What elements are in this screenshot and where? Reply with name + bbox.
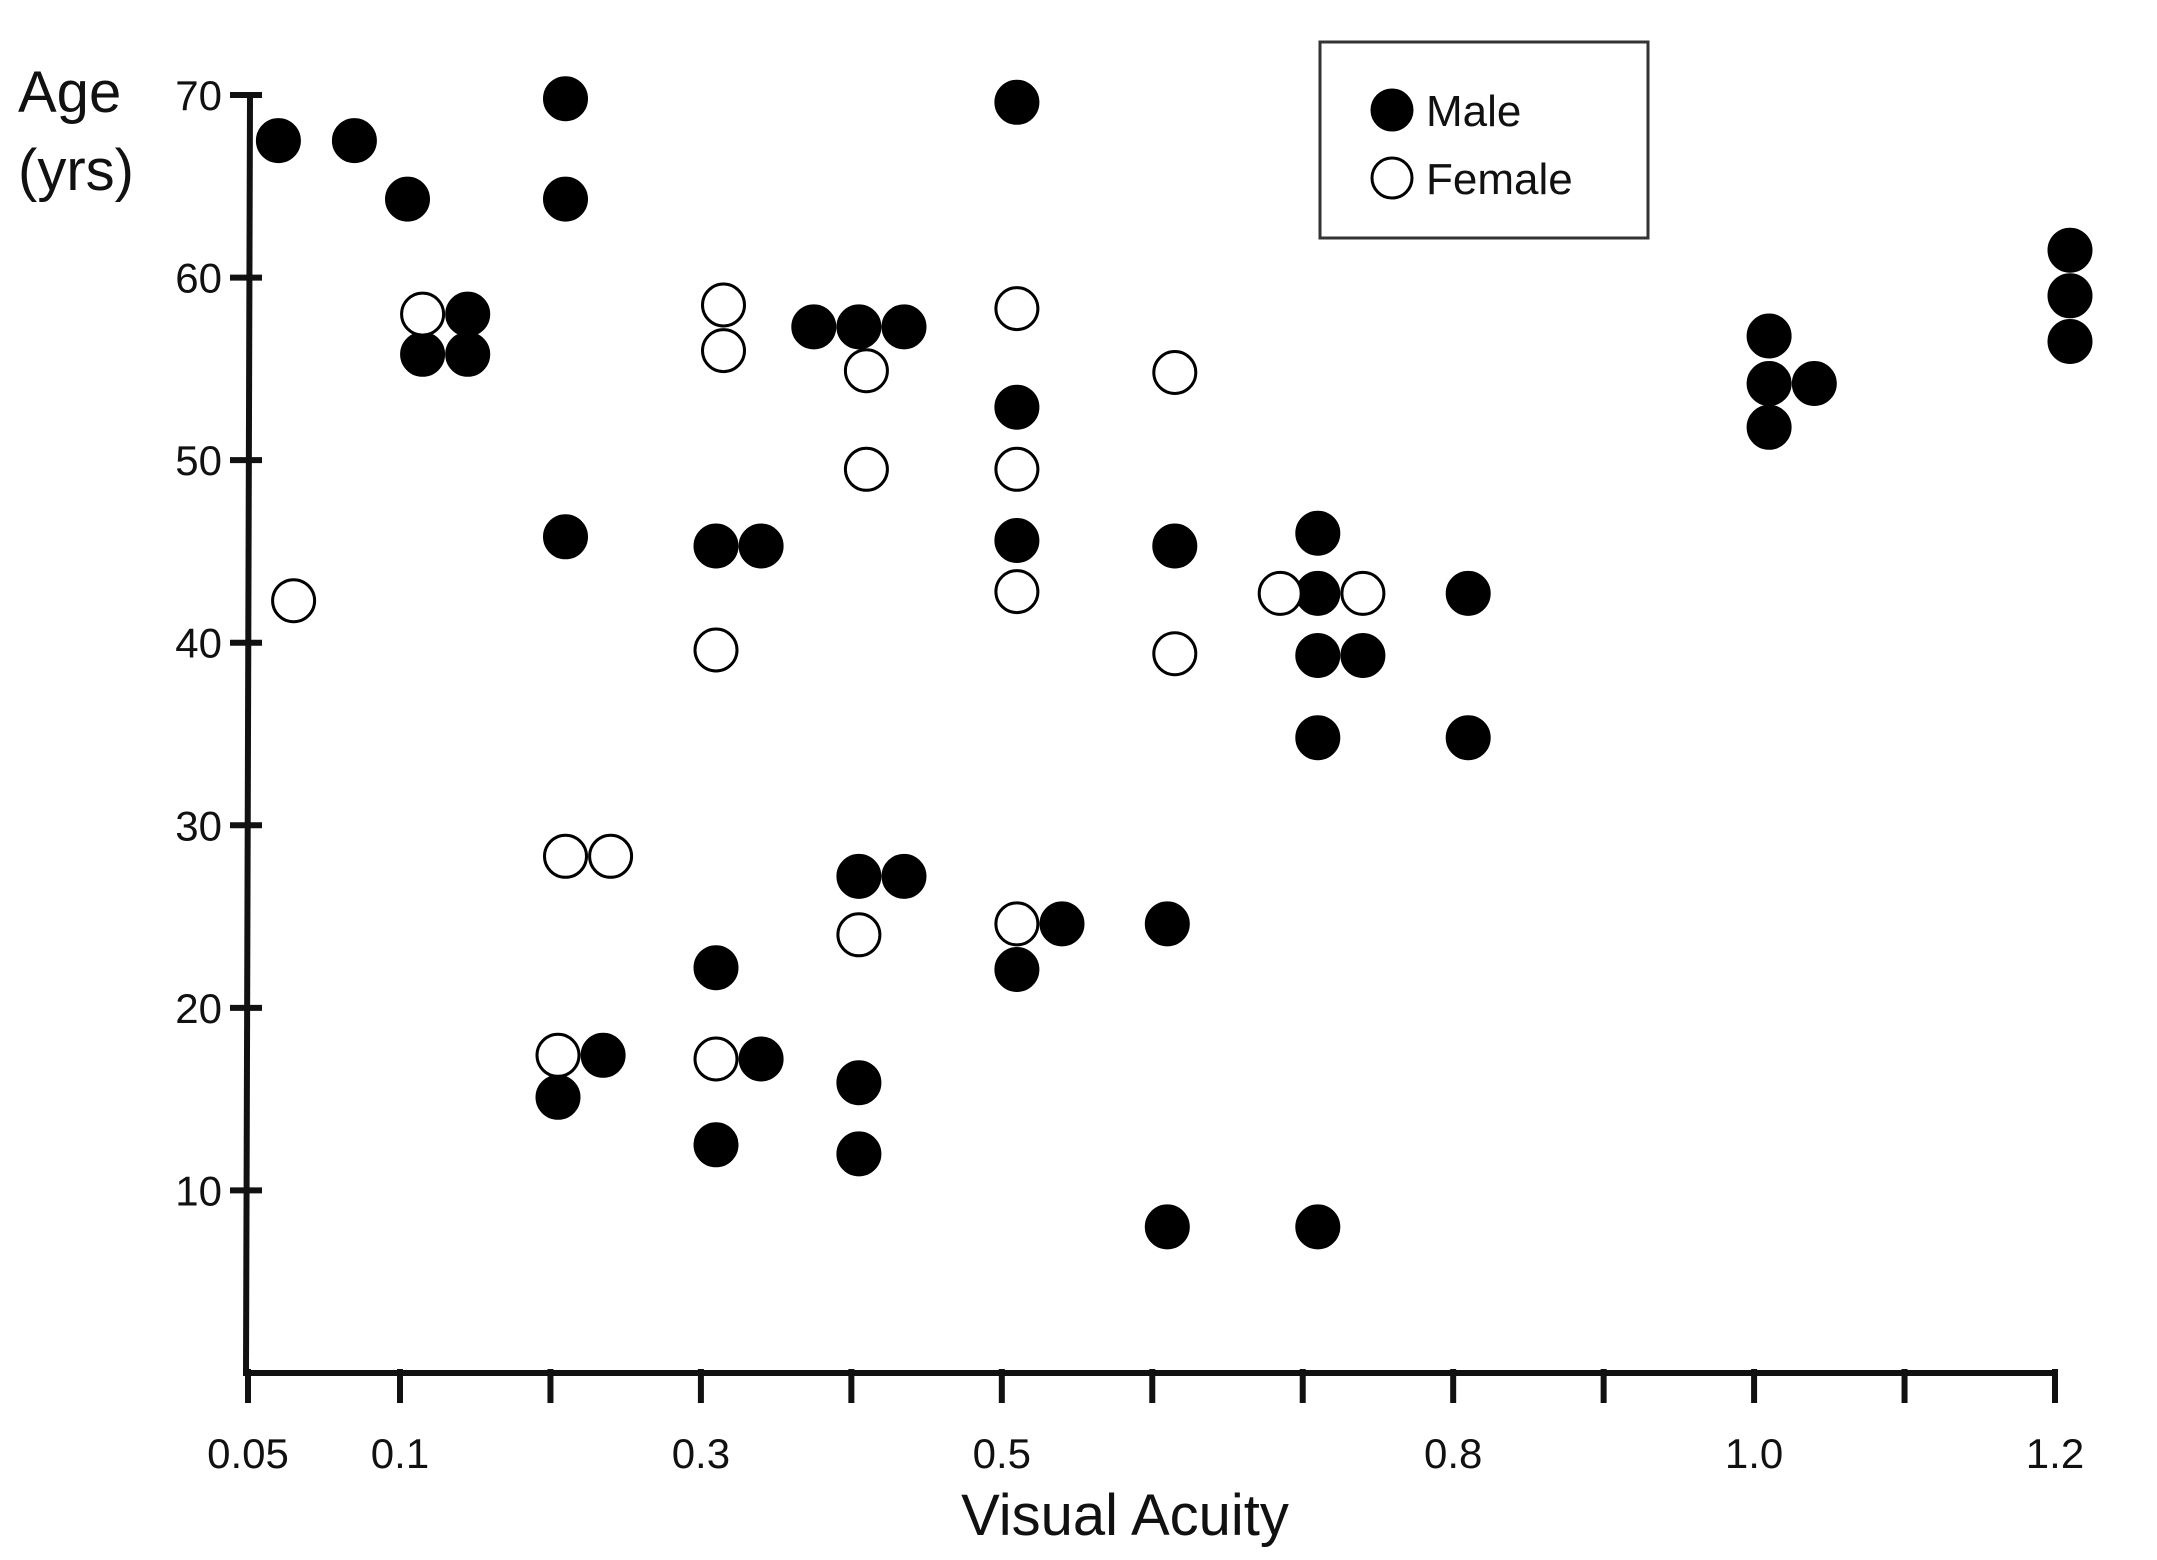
male-point (535, 1074, 581, 1120)
female-point (843, 446, 889, 492)
axes (242, 91, 2058, 1377)
x-tick-label: 0.1 (371, 1430, 429, 1477)
male-point (791, 304, 837, 350)
legend-female-marker (1370, 156, 1414, 200)
male-point (445, 291, 491, 337)
male-point (994, 947, 1040, 992)
y-axis-title-line2: (yrs) (18, 138, 134, 203)
female-point (543, 833, 588, 879)
x-tick-label: 0.05 (207, 1430, 289, 1477)
male-point (836, 1131, 882, 1177)
male-point (1445, 570, 1491, 616)
female-point (994, 901, 1040, 947)
x-tick-label: 0.8 (1424, 1430, 1482, 1477)
female-point (994, 286, 1040, 332)
male-point (400, 331, 446, 377)
male-point (2047, 319, 2093, 364)
legend: Male Female (1318, 40, 1650, 240)
y-tick-label: 70 (175, 72, 222, 119)
legend-male-marker (1370, 88, 1414, 132)
male-point (1039, 901, 1085, 947)
x-tick-label: 1.0 (1725, 1430, 1783, 1477)
male-point (1152, 523, 1198, 569)
male-point (693, 523, 739, 569)
legend-female-label: Female (1426, 155, 1573, 204)
y-tick-label: 40 (175, 620, 222, 667)
male-point (693, 945, 739, 991)
male-point (543, 514, 588, 560)
male-point (994, 79, 1040, 125)
male-point (1295, 715, 1341, 761)
y-axis-title-line1: Age (18, 60, 121, 125)
female-point (1152, 350, 1198, 395)
male-point (1746, 313, 1792, 359)
male-point (1295, 1204, 1341, 1250)
male-point (738, 1036, 784, 1082)
female-point (994, 446, 1040, 492)
male-point (836, 853, 882, 899)
x-axis-title: Visual Acuity (961, 1483, 1289, 1548)
female-point (535, 1032, 581, 1078)
male-point (1791, 361, 1837, 406)
male-point (738, 523, 784, 569)
male-point (881, 304, 927, 350)
male-point (1746, 361, 1792, 406)
legend-box (1318, 40, 1650, 240)
female-point (400, 291, 446, 337)
male-point (881, 853, 927, 899)
y-tick-label: 60 (175, 255, 222, 302)
male-point (836, 1060, 882, 1106)
male-point (1295, 570, 1341, 616)
male-point (1445, 715, 1491, 761)
x-tick-label: 1.2 (2026, 1430, 2084, 1477)
male-point (2047, 273, 2093, 319)
female-point (836, 912, 882, 958)
male-point (580, 1032, 626, 1078)
female-point (701, 282, 746, 328)
legend-male-label: Male (1426, 87, 1521, 136)
female-point (693, 1036, 739, 1082)
male-point (994, 518, 1040, 563)
male-point (445, 331, 491, 377)
male-point (994, 384, 1040, 430)
male-point (2047, 227, 2093, 273)
y-axis-line (242, 91, 254, 1377)
male-point (693, 1122, 739, 1168)
female-point (1257, 570, 1303, 616)
y-tick-label: 10 (175, 1167, 222, 1214)
female-point (1340, 570, 1386, 616)
x-tick-label: 0.5 (973, 1430, 1031, 1477)
male-point (255, 118, 301, 164)
y-tick-label: 20 (175, 985, 222, 1032)
female-point (843, 348, 889, 394)
female-point (588, 833, 634, 879)
male-point (1340, 633, 1386, 678)
male-point (385, 176, 430, 222)
female-point (1152, 631, 1198, 677)
x-axis-ticks: 0.05 0.1 0.3 0.5 0.8 1.0 1.2 (207, 1369, 2084, 1477)
y-axis-ticks: 10 20 30 40 50 60 70 (175, 72, 262, 1214)
male-point (1746, 404, 1792, 450)
male-point (543, 176, 588, 222)
female-point (271, 578, 317, 624)
y-tick-label: 50 (175, 437, 222, 484)
data-points (255, 76, 2093, 1250)
male-point (1144, 901, 1190, 947)
female-point (693, 627, 739, 673)
male-point (836, 304, 882, 350)
y-tick-label: 30 (175, 802, 222, 849)
female-point (994, 569, 1040, 615)
female-point (701, 328, 746, 374)
male-point (1144, 1204, 1190, 1250)
male-point (543, 76, 588, 122)
x-tick-label: 0.3 (672, 1430, 730, 1477)
male-point (1295, 633, 1341, 678)
male-point (1295, 510, 1341, 556)
male-point (331, 118, 377, 164)
